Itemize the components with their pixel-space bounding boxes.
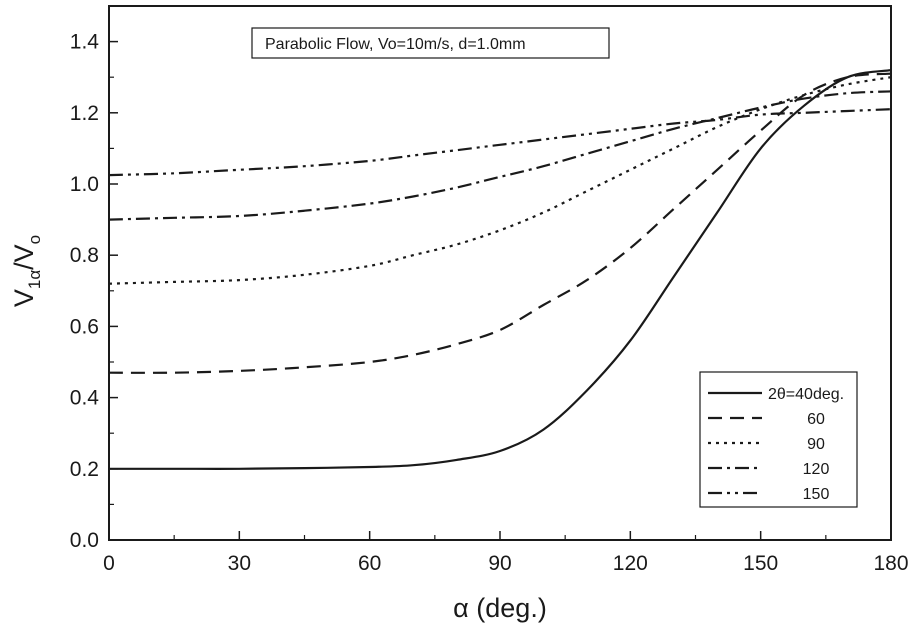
y-axis-title-main: V bbox=[9, 289, 39, 307]
legend-label: 150 bbox=[803, 486, 830, 503]
x-tick-label: 90 bbox=[488, 552, 511, 575]
y-tick-label: 1.4 bbox=[70, 31, 100, 54]
legend-label: 2θ=40deg. bbox=[768, 386, 844, 403]
legend: 2θ=40deg. 60 90 120 150 bbox=[699, 371, 858, 508]
x-axis-title: α (deg.) bbox=[453, 593, 547, 623]
x-tick-label: 60 bbox=[358, 552, 381, 575]
series-line bbox=[108, 72, 892, 374]
legend-label: 90 bbox=[807, 436, 825, 453]
y-tick-label: 0.6 bbox=[70, 315, 99, 338]
legend-frame bbox=[699, 371, 858, 508]
y-tick-label: 0.0 bbox=[70, 529, 99, 552]
series-line bbox=[108, 108, 892, 177]
x-tick-label: 30 bbox=[228, 552, 251, 575]
x-tick-label: 120 bbox=[613, 552, 648, 575]
y-axis-title-slash: /V bbox=[9, 244, 39, 270]
y-axis-title: V1α/Vo bbox=[9, 235, 44, 307]
y-tick-label: 0.4 bbox=[70, 387, 100, 410]
y-axis-title-sub1: 1α bbox=[25, 270, 44, 289]
x-tick-label: 150 bbox=[743, 552, 778, 575]
series-line bbox=[108, 90, 892, 221]
y-axis-ticks: 0.0 0.2 0.4 0.6 0.8 1.0 1.2 1.4 bbox=[70, 31, 118, 552]
y-tick-label: 1.0 bbox=[70, 173, 99, 196]
y-tick-label: 1.2 bbox=[70, 102, 99, 125]
series-line bbox=[108, 69, 892, 470]
legend-items: 2θ=40deg. 60 90 120 150 bbox=[708, 386, 844, 503]
series-lines bbox=[108, 69, 892, 470]
y-axis-title-sub2: o bbox=[25, 235, 44, 244]
legend-label: 60 bbox=[807, 411, 825, 428]
x-tick-label: 180 bbox=[873, 552, 908, 575]
legend-label: 120 bbox=[803, 461, 830, 478]
annotation-box: Parabolic Flow, Vo=10m/s, d=1.0mm bbox=[251, 27, 610, 59]
y-tick-label: 0.8 bbox=[70, 244, 99, 267]
y-tick-label: 0.2 bbox=[70, 458, 99, 481]
x-axis-ticks: 0 30 60 90 120 150 180 bbox=[103, 531, 909, 575]
x-tick-label: 0 bbox=[103, 552, 115, 575]
annotation-text: Parabolic Flow, Vo=10m/s, d=1.0mm bbox=[265, 36, 526, 53]
annotation-frame bbox=[251, 27, 610, 59]
series-line bbox=[108, 76, 892, 285]
